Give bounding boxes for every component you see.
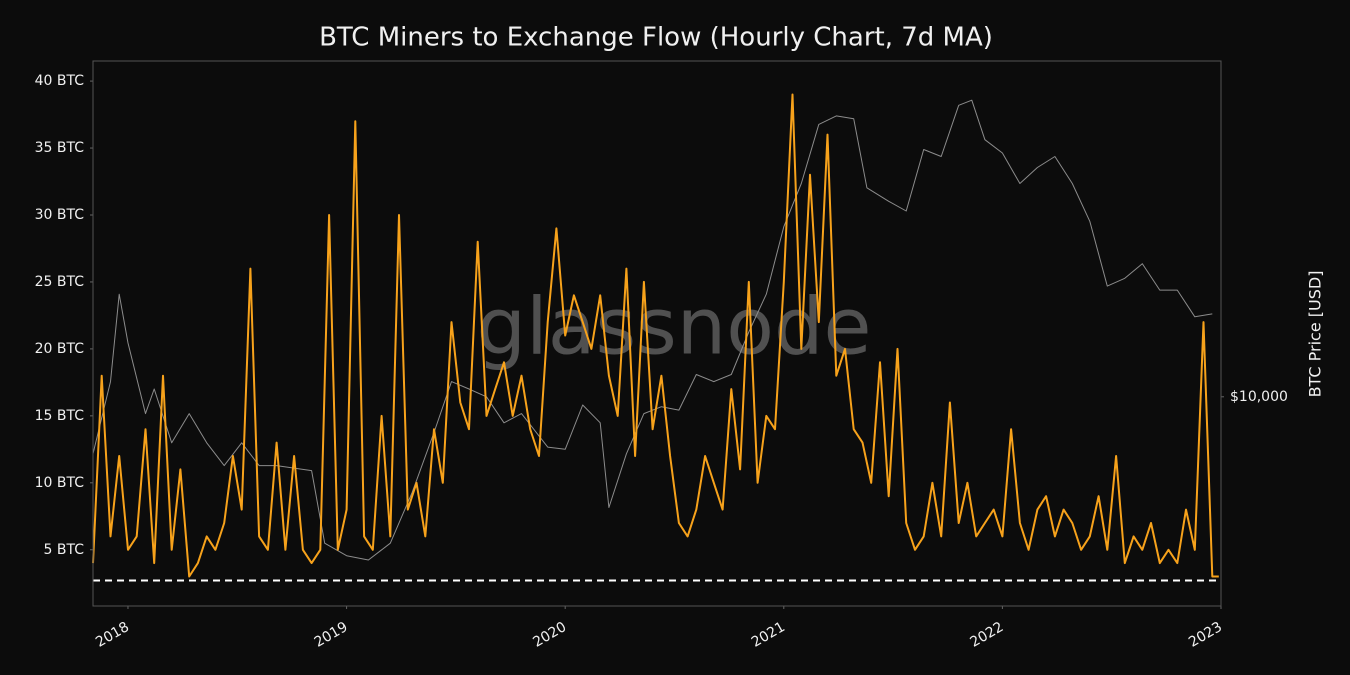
y-tick-label: 25 BTC <box>35 274 85 290</box>
y-tick-label: 5 BTC <box>44 542 85 558</box>
y2-axis-label: BTC Price [USD] <box>1306 271 1325 398</box>
flow-line <box>92 93 1219 578</box>
y2-tick-label: $10,000 <box>1230 389 1288 405</box>
y-tick-label: 30 BTC <box>35 207 85 223</box>
watermark: glassnode <box>477 282 872 372</box>
plot-frame <box>92 60 1222 607</box>
y-tick-label: 35 BTC <box>35 140 85 156</box>
y-tick-label: 15 BTC <box>35 408 85 424</box>
chart-title: BTC Miners to Exchange Flow (Hourly Char… <box>319 23 993 53</box>
y-tick-label: 40 BTC <box>35 73 85 89</box>
y-tick-label: 20 BTC <box>35 341 85 357</box>
y-tick-label: 10 BTC <box>35 475 85 491</box>
